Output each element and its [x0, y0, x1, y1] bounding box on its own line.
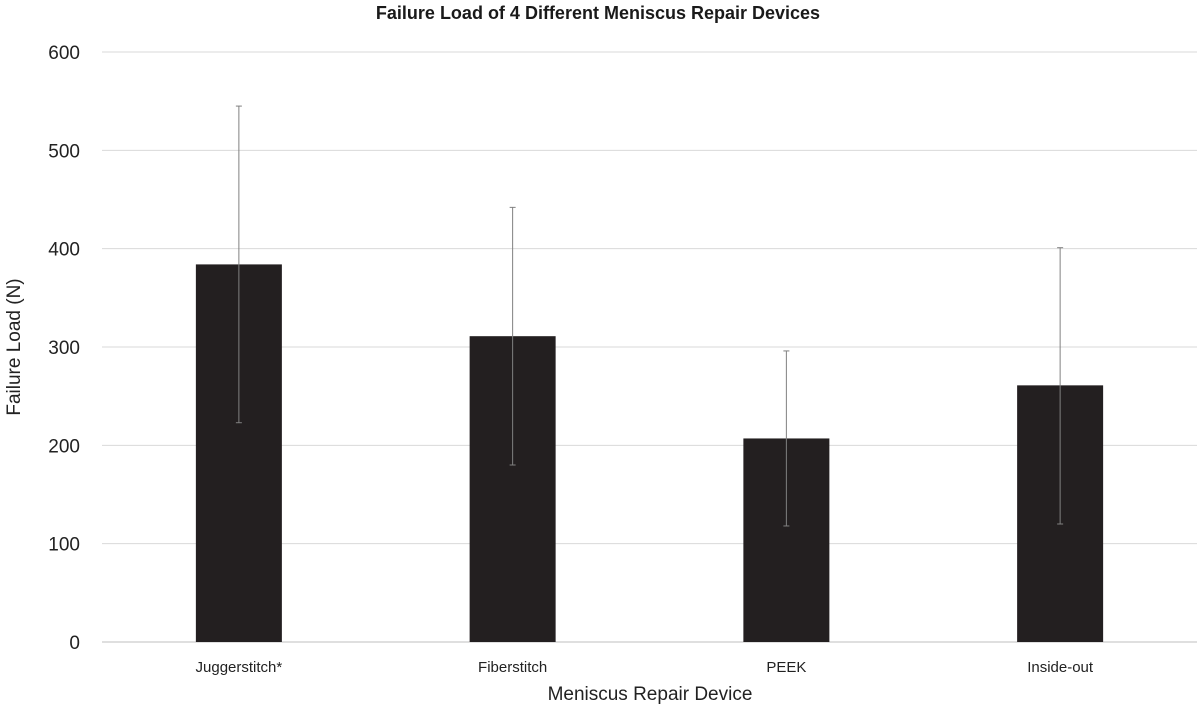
y-tick-label: 300 [48, 338, 80, 359]
bars [195, 264, 1104, 642]
error-bar [235, 105, 242, 424]
error-bars [235, 105, 1064, 527]
error-bar [783, 350, 790, 527]
y-tick-label: 600 [48, 43, 80, 64]
y-axis-tick-labels: 0 100 200 300 400 500 600 [48, 43, 80, 654]
y-tick-label: 500 [48, 141, 80, 162]
x-axis-category-labels: Juggerstitch* Fiberstitch PEEK Inside-out [196, 659, 1094, 676]
y-tick-label: 400 [48, 240, 80, 261]
gridlines [102, 51, 1197, 643]
y-tick-label: 0 [69, 633, 80, 654]
error-bar [509, 206, 516, 466]
x-category-label: Inside-out [1027, 659, 1094, 676]
x-category-label: Juggerstitch* [196, 659, 283, 676]
x-category-label: Fiberstitch [478, 659, 547, 676]
y-tick-label: 100 [48, 535, 80, 556]
x-axis-title: Meniscus Repair Device [548, 684, 753, 705]
y-axis-title: Failure Load (N) [4, 278, 25, 415]
error-bar [1057, 247, 1064, 525]
x-category-label: PEEK [766, 659, 806, 676]
chart-title: Failure Load of 4 Different Meniscus Rep… [376, 3, 820, 23]
y-tick-label: 200 [48, 436, 80, 457]
